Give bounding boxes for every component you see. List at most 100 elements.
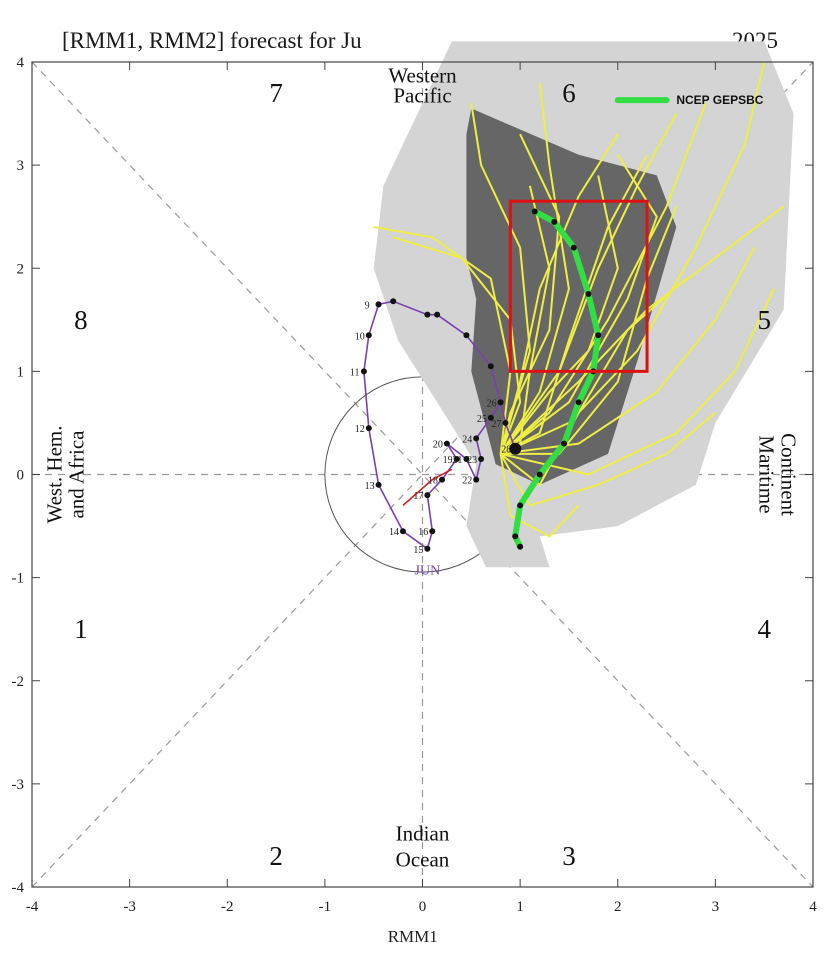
x-tick-label: 4 xyxy=(809,899,817,915)
day-label: 27 xyxy=(491,419,501,430)
region-label-indian-ocean: Indian xyxy=(396,822,450,846)
ensemble-member-line xyxy=(500,154,648,455)
region-label-west-hem-africa: and Africa xyxy=(64,430,88,519)
ensemble-mean-point xyxy=(585,291,592,298)
day-label: 15 xyxy=(413,545,423,556)
day-label: 23 xyxy=(467,455,477,466)
ensemble-mean-point xyxy=(570,244,577,251)
y-tick-label: 0 xyxy=(17,468,25,484)
observed-point xyxy=(375,481,382,488)
observed-point xyxy=(473,476,480,483)
ensemble-mean-point xyxy=(512,533,519,540)
observed-point xyxy=(439,476,446,483)
ensemble-mean-point xyxy=(531,208,538,215)
phase-label: 5 xyxy=(757,305,771,335)
day-label: 11 xyxy=(350,367,360,378)
day-label: 10 xyxy=(355,331,365,342)
chart-title: [RMM1, RMM2] forecast for Ju xyxy=(62,28,362,53)
day-label: 21 xyxy=(452,455,462,466)
region-label-maritime-continent: Maritime xyxy=(754,435,778,513)
day-label: 25 xyxy=(477,414,487,425)
region-label-west-hem-africa: West. Hem. xyxy=(42,425,66,523)
x-tick-label: 3 xyxy=(712,899,720,915)
ensemble-mean-point xyxy=(551,218,558,225)
y-tick-label: -3 xyxy=(12,777,25,793)
observed-point xyxy=(375,301,382,308)
observed-point xyxy=(424,492,431,499)
ensemble-member-line xyxy=(499,175,619,455)
observed-latest-point xyxy=(509,442,522,455)
month-label: JUN xyxy=(415,564,441,579)
day-label: 22 xyxy=(462,476,472,487)
observed-point xyxy=(399,528,406,535)
day-label: 19 xyxy=(443,455,453,466)
observed-point xyxy=(424,545,431,552)
ensemble-mean-point xyxy=(517,543,524,550)
ensemble-mean-point xyxy=(536,471,543,478)
ensemble-member-line xyxy=(499,102,707,455)
ensemble-member-line xyxy=(499,82,570,455)
observed-point xyxy=(424,311,431,318)
x-tick-label: 1 xyxy=(516,899,524,915)
phase-label: 2 xyxy=(269,841,283,871)
day-label: 12 xyxy=(355,424,365,435)
x-tick-label: 2 xyxy=(614,899,622,915)
day-label: 13 xyxy=(365,481,375,492)
legend-label: NCEP GEPSBC xyxy=(676,93,763,107)
highlight-box xyxy=(508,199,649,373)
x-tick-label: 0 xyxy=(419,899,427,915)
day-label: 28 xyxy=(501,445,511,456)
ensemble-member-line xyxy=(500,288,775,476)
ensemble-mean-point xyxy=(517,502,524,509)
observed-line xyxy=(363,304,516,551)
ensemble-member-line xyxy=(500,206,678,455)
legend: NCEP GEPSBC xyxy=(614,93,764,107)
phase-label: 8 xyxy=(74,305,88,335)
ensemble-member-line xyxy=(499,411,717,507)
x-tick-label: -2 xyxy=(221,899,234,915)
observed-point xyxy=(453,456,460,463)
ensemble-member-line xyxy=(500,247,756,455)
y-tick-label: 2 xyxy=(17,261,25,277)
x-tick-label: -1 xyxy=(319,899,332,915)
observed-point xyxy=(497,399,504,406)
y-tick-label: 1 xyxy=(17,364,25,380)
day-label: 16 xyxy=(418,527,428,538)
observed-point xyxy=(487,414,494,421)
ensemble-member-line xyxy=(499,113,678,455)
observed-point xyxy=(463,456,470,463)
region-label-maritime-continent: Continent xyxy=(776,433,800,516)
ensemble-member-line xyxy=(500,61,766,455)
ensemble-mean-point xyxy=(561,440,568,447)
day-label: 26 xyxy=(487,398,497,409)
ensemble-mean-line xyxy=(512,208,602,550)
observed-point xyxy=(365,332,372,339)
observed-point xyxy=(429,528,436,535)
ensemble-member-line xyxy=(499,453,580,538)
y-tick-label: 3 xyxy=(17,158,25,174)
phase-label: 7 xyxy=(269,78,283,108)
observed-point xyxy=(502,419,509,426)
phase-label: 3 xyxy=(562,841,576,871)
ensemble-members xyxy=(373,61,785,538)
phase-label: 4 xyxy=(757,614,771,644)
ensemble-mean-point xyxy=(595,332,602,339)
day-label: 17 xyxy=(413,491,423,502)
y-tick-label: 4 xyxy=(17,55,25,71)
region-label-indian-ocean: Ocean xyxy=(396,848,450,872)
day-label: 14 xyxy=(389,527,399,538)
y-tick-label: -4 xyxy=(12,880,25,896)
observed-point xyxy=(463,332,470,339)
observed-point xyxy=(360,368,367,375)
day-label: 9 xyxy=(365,300,370,311)
y-tick-label: -2 xyxy=(12,674,25,690)
ensemble-member-line xyxy=(373,226,512,455)
observed-point xyxy=(473,435,480,442)
observed-point xyxy=(443,440,450,447)
x-tick-label: -3 xyxy=(123,899,136,915)
observed-point xyxy=(365,425,372,432)
phase-label: 6 xyxy=(562,78,576,108)
